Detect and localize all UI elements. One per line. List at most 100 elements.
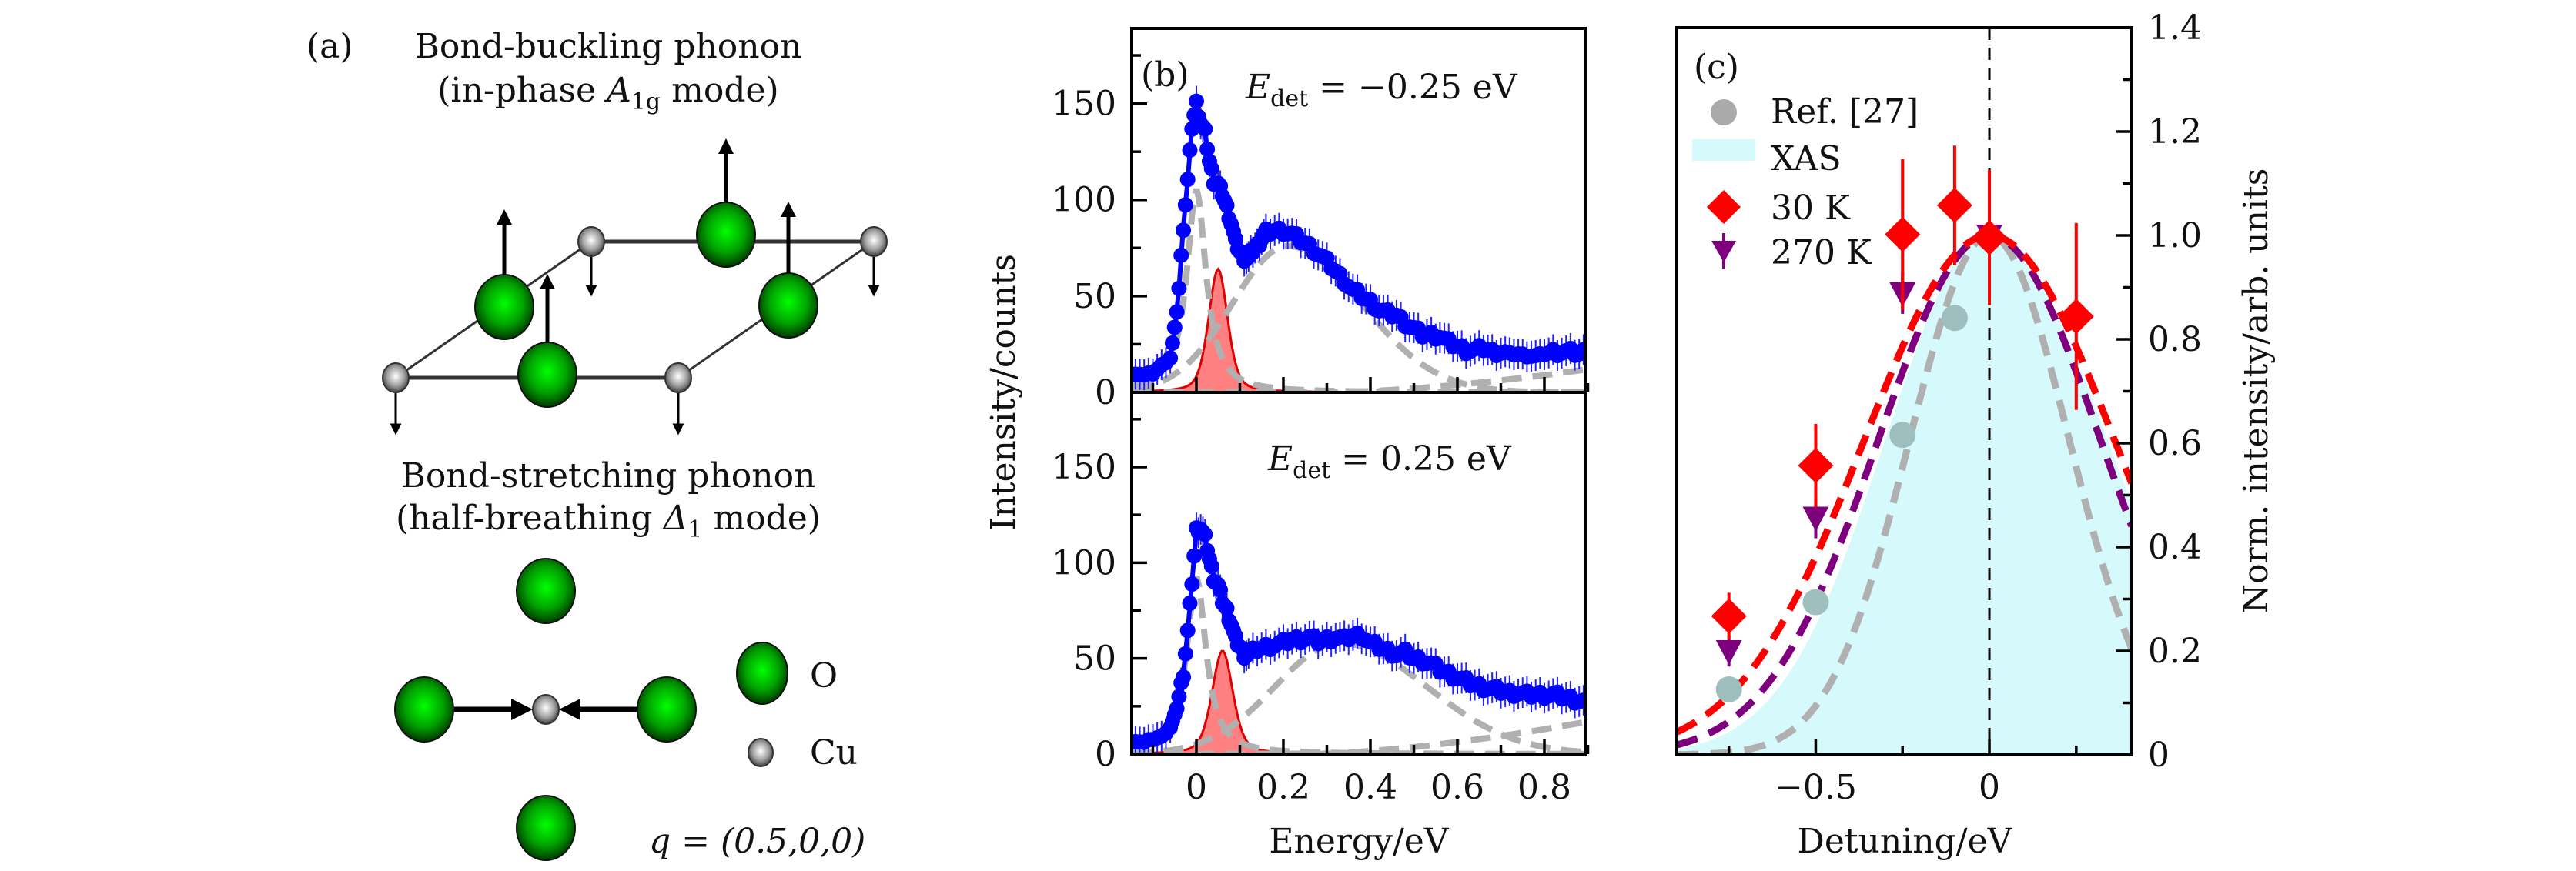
o-displacement-arrows: [497, 138, 796, 342]
o-atom: [696, 202, 756, 268]
30k-fit-line: [1677, 232, 2132, 736]
data-point: [1203, 558, 1219, 574]
data-point: [1171, 689, 1187, 705]
30k-data-point: [1972, 219, 2008, 255]
y-tick-label: 0.6: [2148, 424, 2202, 463]
data-series: [1132, 85, 1585, 391]
a1g-subscript: 1g: [631, 88, 661, 115]
edet-subscript: det: [1270, 85, 1308, 112]
edet-value: = −0.25 eV: [1308, 68, 1518, 107]
panel-c-plot: [1677, 28, 2132, 755]
data-point: [1177, 646, 1193, 662]
a1g-symbol: A: [604, 71, 631, 110]
data-point: [1580, 692, 1585, 706]
phonon-area: [1132, 651, 1585, 754]
270k-data-point: [1715, 640, 1742, 665]
legend-label: Ref. [27]: [1771, 92, 1919, 132]
x-tick-label: 0.8: [1517, 768, 1571, 807]
phonon-area: [1132, 269, 1585, 392]
x-tick-label: 0: [1979, 768, 2000, 807]
legend-triangle-icon: [1711, 241, 1736, 262]
buckling-subtitle: (in-phase A1g mode): [437, 71, 778, 115]
panel-b: 0 50 100 150 0 50 100 150 0 0.2 0.4 0.6 0.8 (b) Edet…: [984, 27, 1590, 861]
copper-legend-icon: [748, 738, 774, 767]
panel-c-legend: Ref. [27] XAS 30 K 270 K: [1692, 92, 1919, 272]
y-tick-label: 0.4: [2148, 528, 2202, 567]
data-point: [1163, 350, 1179, 366]
cu-atom: [860, 226, 888, 257]
data-point: [1213, 582, 1229, 598]
buckling-subtitle-post: mode): [661, 71, 779, 110]
panel-b-axes: 0 50 100 150 0 50 100 150 0 0.2 0.4 0.6 0.8: [1052, 54, 1590, 807]
y-tick-label: 100: [1052, 181, 1116, 220]
stretching-diagram: [394, 558, 697, 861]
panel-a-label: (a): [306, 27, 353, 66]
elastic-fit-line: [1132, 576, 1585, 754]
30k-data-point: [1885, 216, 1921, 252]
data-point: [1580, 346, 1585, 361]
y-tick-label: 0: [1095, 373, 1116, 412]
data-point: [1164, 335, 1180, 351]
ref-data-point: [1802, 589, 1829, 616]
data-point: [1184, 576, 1200, 592]
cu-atom: [664, 362, 692, 393]
panel-b-top-annotation: Edet = −0.25 eV: [1245, 68, 1518, 112]
y-tick-label: 0: [1095, 735, 1116, 774]
y-tick-label: 100: [1052, 543, 1116, 582]
y-tick-label: 0.2: [2148, 632, 2202, 671]
plot-area: [1677, 28, 2132, 755]
panel-b-label: (b): [1141, 55, 1189, 95]
x-tick-label: −0.5: [1775, 768, 1857, 807]
ref-fit-line: [1677, 232, 2132, 755]
data-point: [1186, 548, 1203, 564]
data-point: [1182, 142, 1198, 159]
30k-data-point: [2058, 299, 2094, 335]
legend-label: XAS: [1771, 139, 1842, 179]
edet-subscript: det: [1293, 457, 1330, 484]
y-tick-label: 0.8: [2148, 320, 2202, 359]
panel-b-top-plot: [1132, 85, 1585, 392]
30k-data-point: [1798, 448, 1834, 484]
cu-atom: [577, 226, 605, 257]
oxygen-legend-icon: [736, 642, 788, 705]
panel-b-ylabel: Intensity/counts: [984, 254, 1023, 531]
30k-data-point: [1711, 598, 1747, 634]
cu-displacement-arrows: [390, 254, 880, 436]
stretching-subtitle-post: mode): [702, 499, 821, 538]
y-tick-label: 50: [1073, 639, 1116, 679]
o-atom: [394, 676, 454, 743]
30k-data-point: [1936, 187, 1972, 223]
x-tick-label: 0.2: [1256, 768, 1310, 807]
x-tick-label: 0.4: [1343, 768, 1397, 807]
y-tick-label: 150: [1052, 448, 1116, 487]
o-atom: [474, 274, 534, 340]
legend-circle-icon: [1711, 99, 1737, 125]
stretching-title: Bond-stretching phonon: [401, 456, 816, 496]
atom-legend: O Cu: [736, 642, 858, 773]
y-tick-label: 50: [1073, 277, 1116, 316]
panel-c-label: (c): [1694, 48, 1739, 87]
panel-a: (a) Bond-buckling phonon (in-phase A1g m…: [306, 27, 888, 861]
270k-data-point: [1802, 506, 1829, 532]
x-tick-label: 0: [1186, 768, 1207, 807]
q-vector-label: q = (0.5,0,0): [649, 822, 865, 861]
data-point: [1219, 197, 1235, 213]
legend-cu-label: Cu: [810, 733, 858, 773]
panel-c-ylabel: Norm. intensity/arb. units: [2236, 169, 2276, 614]
data-point: [1169, 304, 1185, 320]
data-point: [1199, 141, 1216, 157]
data-point: [1177, 197, 1193, 213]
data-point: [1203, 161, 1219, 177]
delta1-subscript: 1: [687, 516, 702, 543]
y-tick-label: 1.0: [2148, 216, 2202, 255]
panel-b-xlabel: Energy/eV: [1269, 822, 1449, 861]
edet-symbol: E: [1267, 439, 1293, 479]
data-point: [1176, 669, 1192, 686]
data-point: [1173, 247, 1189, 263]
panel-c-axes: 0 0.2 0.4 0.6 0.8 1.0 1.2 1.4 −0.5 0: [1727, 8, 2202, 807]
data-point: [1176, 222, 1192, 239]
data-point: [1171, 280, 1187, 296]
data-series: [1132, 512, 1585, 754]
edet-symbol: E: [1245, 68, 1270, 107]
